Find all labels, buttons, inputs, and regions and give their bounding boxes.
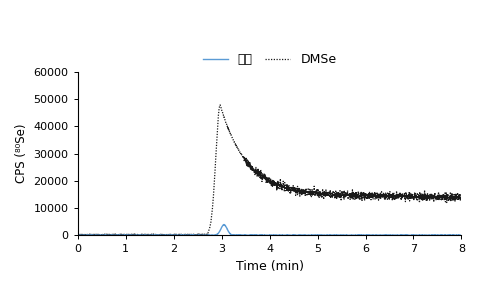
Line: 호흡: 호흡: [78, 225, 461, 235]
호흡: [458, 234, 464, 237]
DMSe: [119, 233, 124, 236]
호흡: [221, 223, 227, 226]
DMSe: [157, 234, 163, 237]
DMSe: [217, 103, 223, 107]
DMSe: [410, 197, 416, 201]
X-axis label: Time (min): Time (min): [236, 260, 303, 273]
호흡: [142, 234, 147, 237]
호흡: [410, 234, 416, 237]
Legend: 호흡, DMSe: 호흡, DMSe: [198, 48, 341, 71]
호흡: [209, 234, 215, 237]
Y-axis label: CPS (⁸⁰Se): CPS (⁸⁰Se): [15, 124, 28, 183]
호흡: [239, 234, 245, 237]
Line: DMSe: DMSe: [78, 105, 461, 235]
DMSe: [451, 195, 457, 198]
DMSe: [458, 195, 464, 198]
DMSe: [75, 232, 81, 236]
호흡: [75, 234, 81, 237]
DMSe: [239, 153, 245, 157]
DMSe: [142, 233, 147, 236]
호흡: [451, 234, 457, 237]
호흡: [119, 234, 124, 237]
DMSe: [222, 119, 228, 122]
호흡: [222, 224, 228, 227]
